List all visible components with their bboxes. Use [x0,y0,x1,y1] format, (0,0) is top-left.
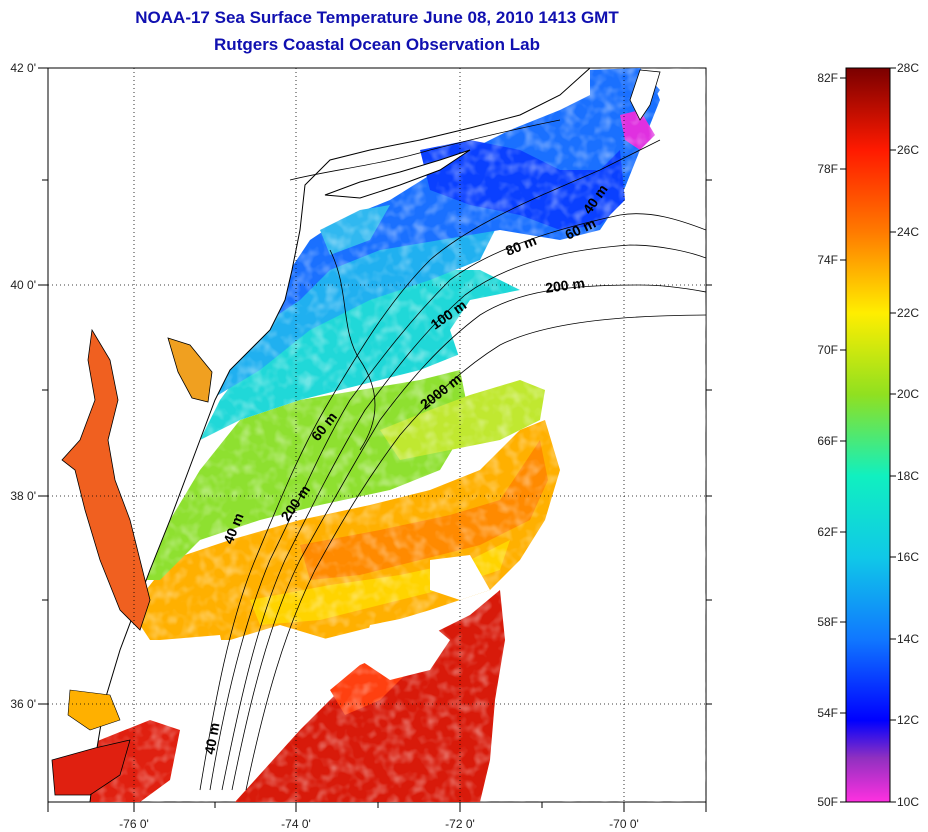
lon-tick-label: -72 0' [445,817,475,831]
colorbar-c-label: 28C [897,61,919,75]
map-subtitle: Rutgers Coastal Ocean Observation Lab [214,35,540,54]
lat-tick-label: 42 0' [10,61,36,75]
colorbar-f-labels: 82F 78F 74F 70F 66F 62F 58F 54F 50F [817,71,838,809]
colorbar-c-label: 16C [897,550,919,564]
isobath-label: 40 m [201,721,222,755]
colorbar-c-label: 10C [897,795,919,809]
colorbar-f-label: 82F [817,71,838,85]
lon-tick-label: -76 0' [119,817,149,831]
lon-tick-labels: -76 0' -74 0' -72 0' -70 0' [119,817,639,831]
map-content: 40 m 60 m 80 m 200 m 100 m 2000 m 60 m 2… [48,68,706,802]
isobath-label: 200 m [544,275,586,296]
colorbar-f-label: 66F [817,434,838,448]
colorbar-f-label: 54F [817,706,838,720]
colorbar-c-label: 18C [897,469,919,483]
colorbar-gradient [845,67,891,803]
lon-tick-label: -70 0' [609,817,639,831]
colorbar-c-label: 22C [897,306,919,320]
map-title: NOAA-17 Sea Surface Temperature June 08,… [135,8,619,27]
land [48,68,661,802]
colorbar-c-labels: 28C 26C 24C 22C 20C 18C 16C 14C 12C 10C [897,61,919,809]
lat-tick-labels: 42 0' 40 0' 38 0' 36 0' [10,61,36,711]
colorbar: 82F 78F 74F 70F 66F 62F 58F 54F 50F 28C … [817,61,919,809]
colorbar-f-label: 58F [817,615,838,629]
colorbar-c-label: 24C [897,225,919,239]
colorbar-f-label: 50F [817,795,838,809]
colorbar-f-label: 78F [817,162,838,176]
isobaths [199,119,706,791]
colorbar-ticks [840,67,896,803]
lon-tick-label: -74 0' [281,817,311,831]
colorbar-c-label: 12C [897,713,919,727]
lat-tick-label: 38 0' [10,489,36,503]
colorbar-c-label: 20C [897,387,919,401]
colorbar-c-label: 14C [897,632,919,646]
colorbar-f-label: 70F [817,343,838,357]
colorbar-f-label: 74F [817,253,838,267]
lat-tick-label: 36 0' [10,697,36,711]
lat-tick-label: 40 0' [10,278,36,292]
graticule [48,68,706,802]
colorbar-c-label: 26C [897,143,919,157]
axis-ticks [38,67,712,812]
estuaries [51,328,213,796]
colorbar-f-label: 62F [817,525,838,539]
